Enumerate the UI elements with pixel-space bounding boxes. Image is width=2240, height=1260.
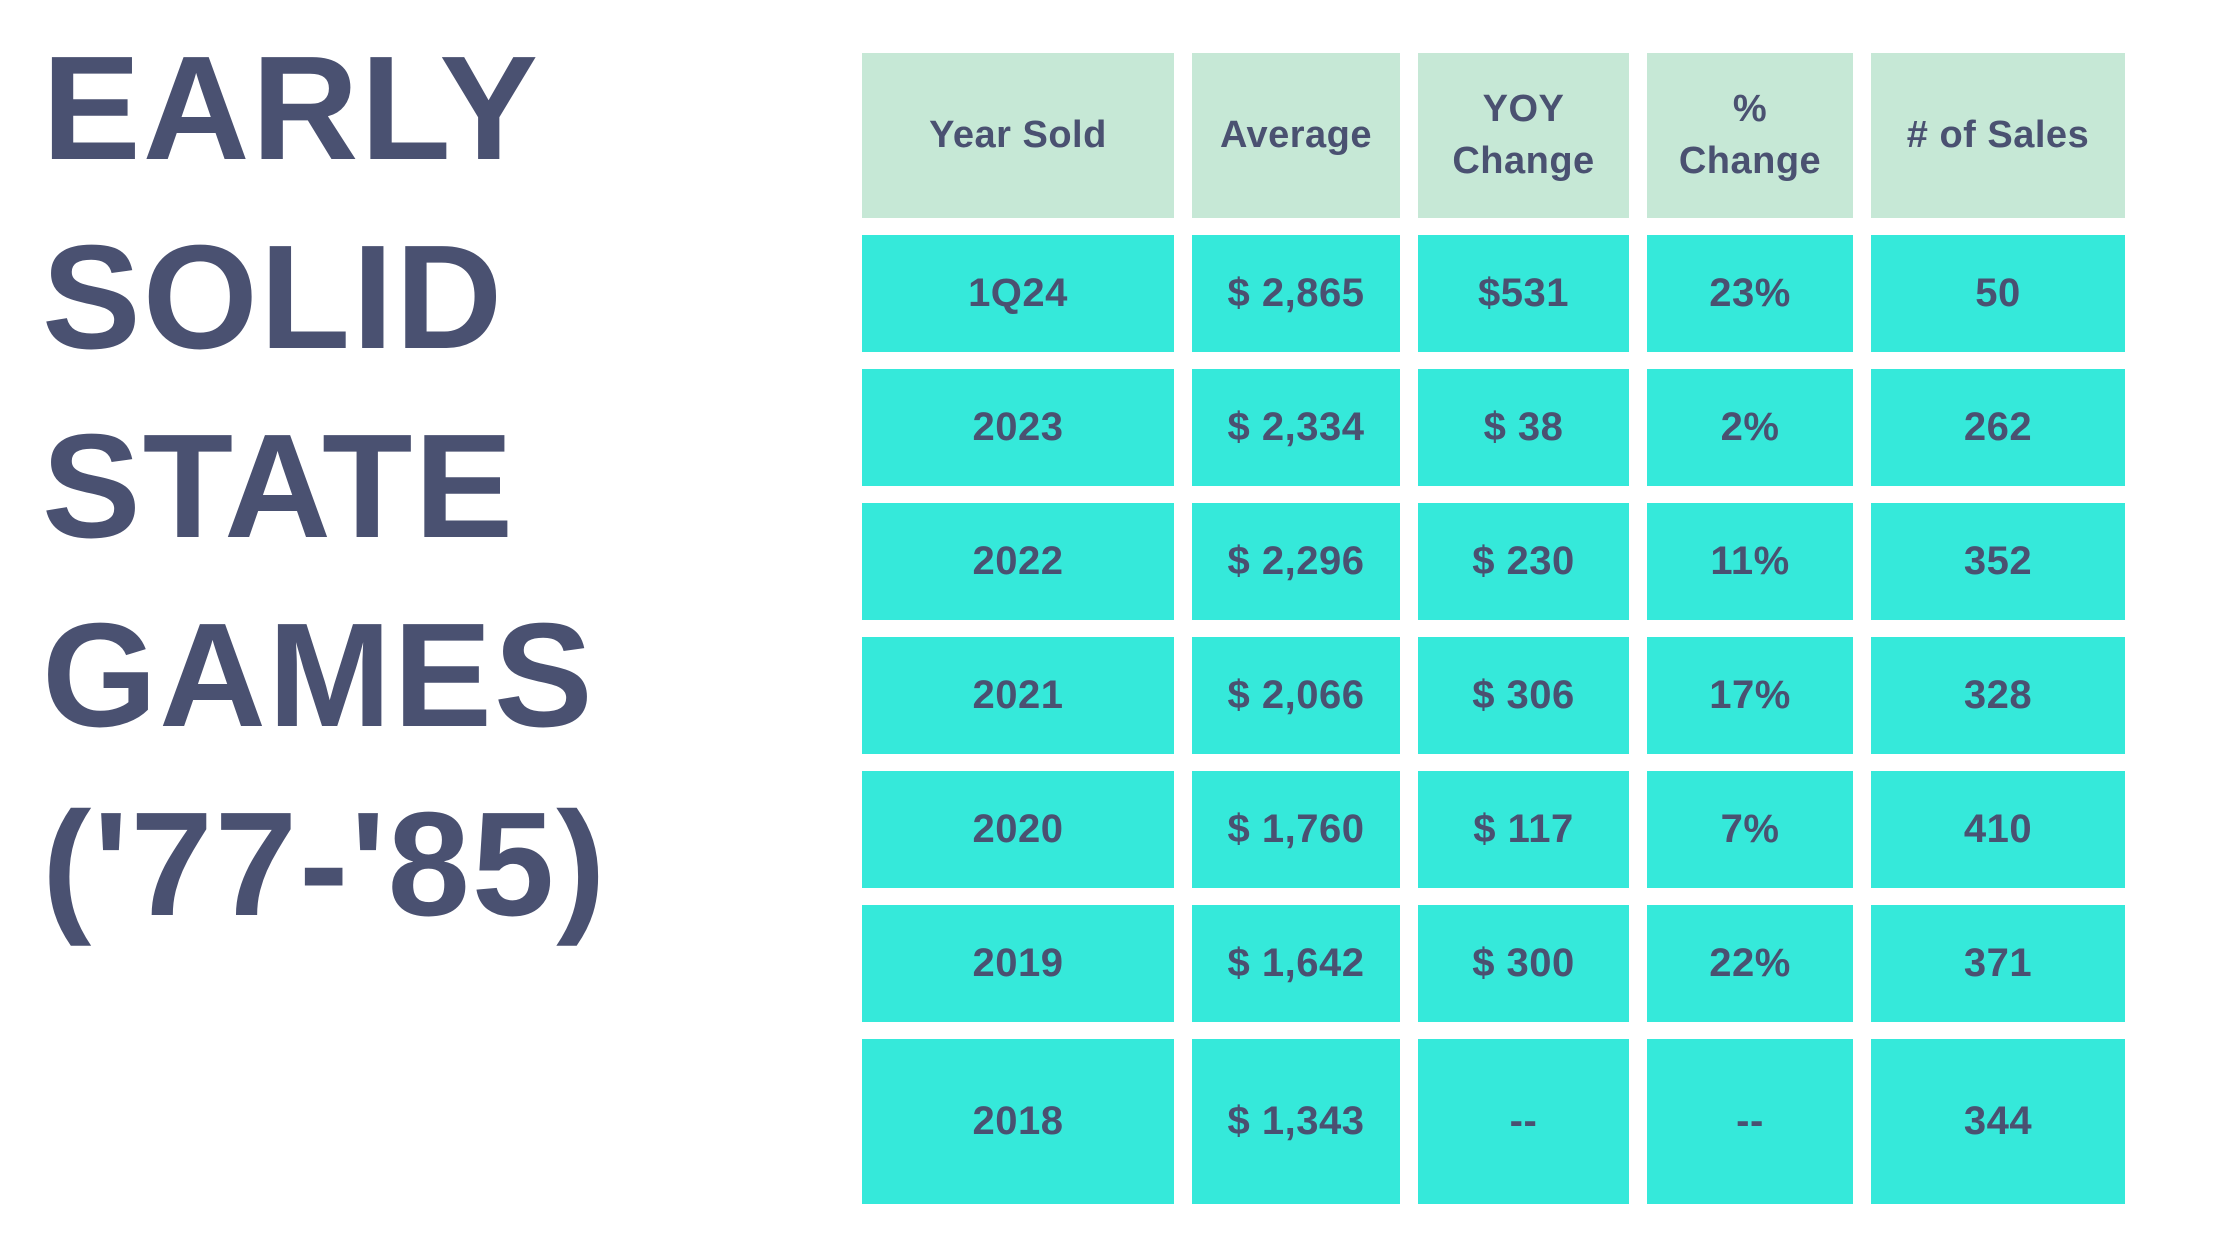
cell-year-sold: 2022 — [862, 503, 1174, 620]
col-header-year-sold: Year Sold — [862, 53, 1174, 218]
cell-pct-change: -- — [1647, 1039, 1853, 1204]
col-header-yoy-change: YOY Change — [1418, 53, 1629, 218]
title-line: STATE — [42, 404, 516, 569]
cell-num-sales: 371 — [1871, 905, 2125, 1022]
cell-year-sold: 2018 — [862, 1039, 1174, 1204]
cell-pct-change: 11% — [1647, 503, 1853, 620]
cell-yoy-change: $ 230 — [1418, 503, 1629, 620]
cell-yoy-change: $ 117 — [1418, 771, 1629, 888]
cell-average: $ 2,296 — [1192, 503, 1400, 620]
title-line: ('77-'85) — [42, 782, 608, 947]
cell-pct-change: 17% — [1647, 637, 1853, 754]
cell-year-sold: 1Q24 — [862, 235, 1174, 352]
cell-yoy-change: -- — [1418, 1039, 1629, 1204]
title-line: GAMES — [42, 593, 595, 758]
page-title: EARLY SOLID STATE GAMES ('77-'85) — [42, 14, 607, 959]
col-header-pct-change: % Change — [1647, 53, 1853, 218]
cell-year-sold: 2023 — [862, 369, 1174, 486]
cell-yoy-change: $ 306 — [1418, 637, 1629, 754]
cell-yoy-change: $531 — [1418, 235, 1629, 352]
col-header-num-sales: # of Sales — [1871, 53, 2125, 218]
cell-num-sales: 50 — [1871, 235, 2125, 352]
sales-table: Year Sold Average YOY Change % Change # … — [862, 53, 2125, 1204]
col-header-average: Average — [1192, 53, 1400, 218]
cell-num-sales: 352 — [1871, 503, 2125, 620]
cell-pct-change: 2% — [1647, 369, 1853, 486]
cell-yoy-change: $ 300 — [1418, 905, 1629, 1022]
cell-num-sales: 410 — [1871, 771, 2125, 888]
cell-num-sales: 262 — [1871, 369, 2125, 486]
cell-year-sold: 2019 — [862, 905, 1174, 1022]
cell-yoy-change: $ 38 — [1418, 369, 1629, 486]
cell-average: $ 2,334 — [1192, 369, 1400, 486]
cell-average: $ 1,760 — [1192, 771, 1400, 888]
cell-year-sold: 2021 — [862, 637, 1174, 754]
cell-average: $ 2,066 — [1192, 637, 1400, 754]
cell-pct-change: 23% — [1647, 235, 1853, 352]
cell-average: $ 2,865 — [1192, 235, 1400, 352]
title-line: SOLID — [42, 215, 505, 380]
cell-average: $ 1,343 — [1192, 1039, 1400, 1204]
cell-pct-change: 22% — [1647, 905, 1853, 1022]
cell-num-sales: 328 — [1871, 637, 2125, 754]
cell-num-sales: 344 — [1871, 1039, 2125, 1204]
cell-year-sold: 2020 — [862, 771, 1174, 888]
title-line: EARLY — [42, 26, 541, 191]
cell-average: $ 1,642 — [1192, 905, 1400, 1022]
cell-pct-change: 7% — [1647, 771, 1853, 888]
